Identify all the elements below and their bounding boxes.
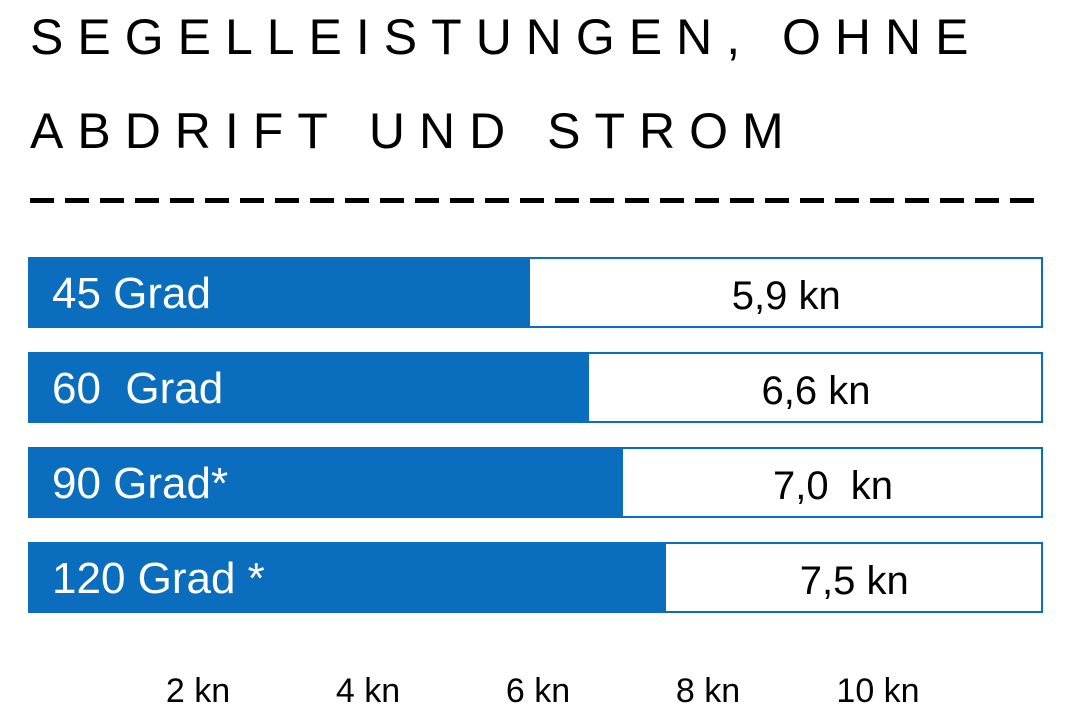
bar-value-label: 7,5 kn bbox=[799, 559, 909, 603]
bar-category-label: 120 Grad * bbox=[52, 554, 265, 603]
bar bbox=[28, 352, 589, 423]
bar bbox=[28, 542, 666, 613]
x-tick-label: 6 kn bbox=[505, 672, 571, 710]
bar bbox=[28, 257, 530, 328]
x-tick-label: 10 kn bbox=[836, 672, 920, 710]
chart-title-line-1: SEGELLEISTUNGEN, OHNE bbox=[30, 9, 983, 65]
x-tick-label: 2 kn bbox=[165, 672, 231, 710]
bar-value-label: 5,9 kn bbox=[731, 274, 841, 318]
bar-category-label: 45 Grad bbox=[52, 269, 211, 318]
bar-value-label: 7,0 kn bbox=[772, 464, 894, 508]
x-tick-label: 4 kn bbox=[335, 672, 401, 710]
dashed-divider bbox=[30, 198, 1042, 203]
bar-value-label: 6,6 kn bbox=[761, 369, 871, 413]
bar-category-label: 90 Grad* bbox=[52, 459, 229, 508]
chart-title-line-2: ABDRIFT UND STROM bbox=[30, 103, 798, 159]
bar bbox=[28, 447, 623, 518]
x-tick-label: 8 kn bbox=[675, 672, 741, 710]
bar-category-label: 60 Grad bbox=[52, 364, 224, 413]
